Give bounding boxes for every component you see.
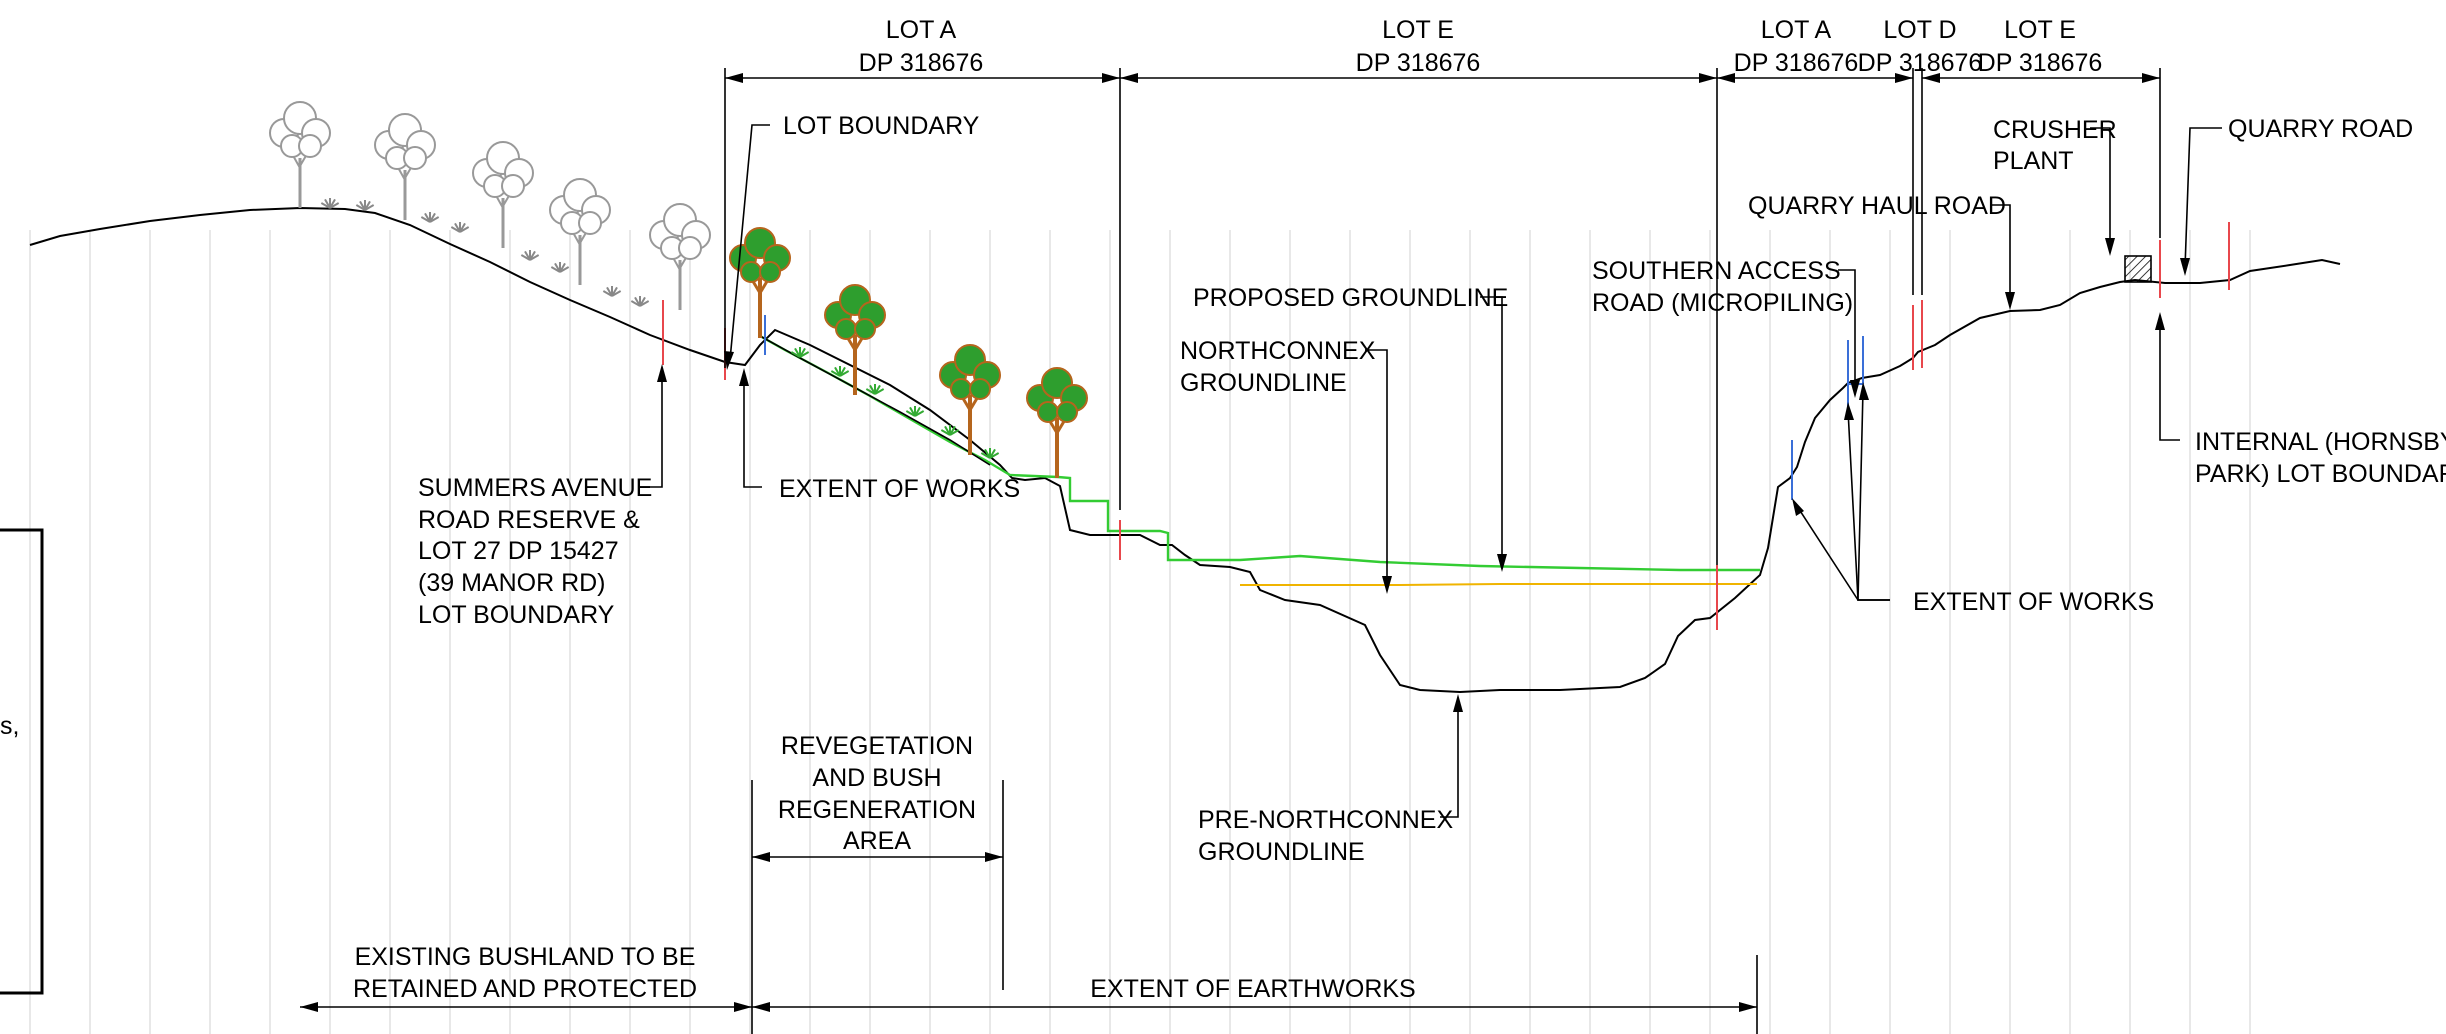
shrub	[320, 198, 340, 209]
shrub	[550, 262, 570, 273]
lot-d-label: LOT D	[1883, 16, 1956, 44]
shrub	[865, 384, 885, 395]
existing-trees	[269, 101, 711, 310]
proposed-groundline-label: PROPOSED GROUNDLINE	[1193, 284, 1508, 312]
shrub	[830, 366, 850, 377]
lot-a-label-2: LOT A	[1761, 16, 1832, 44]
revegetation-label-3: REGENERATION	[778, 796, 976, 824]
dp-label-2: DP 318676	[1356, 49, 1481, 77]
summers-avenue-label-1: SUMMERS AVENUE	[418, 474, 652, 502]
shrub	[355, 200, 375, 211]
bottom-dimensions	[300, 780, 1758, 1034]
proposed-groundline	[759, 334, 1760, 572]
shrub	[420, 212, 440, 223]
revegetation-tree	[824, 284, 886, 395]
lot-e-label-2: LOT E	[2004, 16, 2076, 44]
existing-bushland-label-1: EXISTING BUSHLAND TO BE	[355, 943, 696, 971]
crusher-plant-symbol	[2124, 255, 2152, 283]
pre-northconnex-label-2: GROUNDLINE	[1198, 838, 1365, 866]
lot-boundary-label: LOT BOUNDARY	[783, 112, 980, 140]
quarry-road-label: QUARRY ROAD	[2228, 115, 2413, 143]
existing-tree	[649, 203, 711, 310]
lot-dimensions	[724, 68, 2161, 565]
dp-label-3: DP 318676	[1734, 49, 1859, 77]
lot-e-label-1: LOT E	[1382, 16, 1454, 44]
vertical-grid	[29, 230, 2251, 1034]
existing-tree	[374, 113, 436, 220]
leaders	[640, 124, 2222, 818]
bank-lower-line	[759, 335, 991, 466]
dp-label-5: DP 318676	[1978, 49, 2103, 77]
shrubs	[320, 198, 1000, 459]
shrub	[630, 296, 650, 307]
revegetation-tree	[729, 227, 791, 338]
revegetation-tree	[939, 344, 1001, 455]
internal-lot-boundary-label-1: INTERNAL (HORNSBY	[2195, 428, 2446, 456]
existing-tree	[472, 141, 534, 248]
shrub	[905, 406, 925, 417]
shrub	[980, 448, 1000, 459]
existing-tree	[269, 101, 331, 208]
shrub	[520, 250, 540, 261]
internal-lot-boundary-label-2: PARK) LOT BOUNDARY	[2195, 460, 2446, 488]
southern-access-label-2: ROAD (MICROPILING)	[1592, 289, 1853, 317]
northconnex-groundline-label-1: NORTHCONNEX	[1180, 337, 1376, 365]
crusher-plant-label-2: PLANT	[1993, 147, 2074, 175]
summers-avenue-label-2: ROAD RESERVE &	[418, 506, 640, 534]
dp-label-1: DP 318676	[859, 49, 984, 77]
extent-of-works-label-1: EXTENT OF WORKS	[779, 475, 1020, 503]
shrub	[790, 347, 810, 358]
revegetation-trees	[729, 227, 1088, 478]
legend-box-fragment	[0, 528, 44, 995]
existing-ground-line	[29, 206, 2341, 694]
quarry-haul-road-label: QUARRY HAUL ROAD	[1748, 192, 2006, 220]
summers-avenue-label-3: LOT 27 DP 15427	[418, 537, 619, 565]
summers-avenue-label-4: (39 MANOR RD)	[418, 569, 606, 597]
southern-access-label-1: SOUTHERN ACCESS	[1592, 257, 1841, 285]
existing-tree	[549, 178, 611, 285]
shrub	[602, 286, 622, 297]
extent-of-earthworks-label: EXTENT OF EARTHWORKS	[1090, 975, 1416, 1003]
extent-of-works-markers	[764, 315, 1864, 500]
northconnex-groundline	[1240, 583, 1757, 586]
revegetation-label-2: AND BUSH	[812, 764, 941, 792]
shrub	[940, 425, 960, 436]
northconnex-groundline-label-2: GROUNDLINE	[1180, 369, 1347, 397]
extent-of-works-label-2: EXTENT OF WORKS	[1913, 588, 2154, 616]
shrub	[450, 222, 470, 233]
labels: LOT A DP 318676 LOT E DP 318676 LOT A DP…	[353, 16, 2446, 1003]
revegetation-label-1: REVEGETATION	[781, 732, 973, 760]
existing-bushland-label-2: RETAINED AND PROTECTED	[353, 975, 697, 1003]
revegetation-tree	[1026, 367, 1088, 478]
dp-label-4: DP 318676	[1858, 49, 1983, 77]
summers-avenue-label-5: LOT BOUNDARY	[418, 601, 615, 629]
legend-fragment-text: s,	[0, 712, 19, 740]
lot-a-label-1: LOT A	[886, 16, 957, 44]
revegetation-label-4: AREA	[843, 827, 911, 855]
pre-northconnex-label-1: PRE-NORTHCONNEX	[1198, 806, 1453, 834]
crusher-plant-label-1: CRUSHER	[1993, 116, 2117, 144]
